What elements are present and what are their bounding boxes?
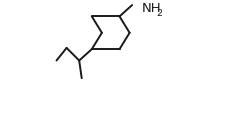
Text: NH: NH xyxy=(142,2,162,15)
Text: 2: 2 xyxy=(156,9,162,18)
